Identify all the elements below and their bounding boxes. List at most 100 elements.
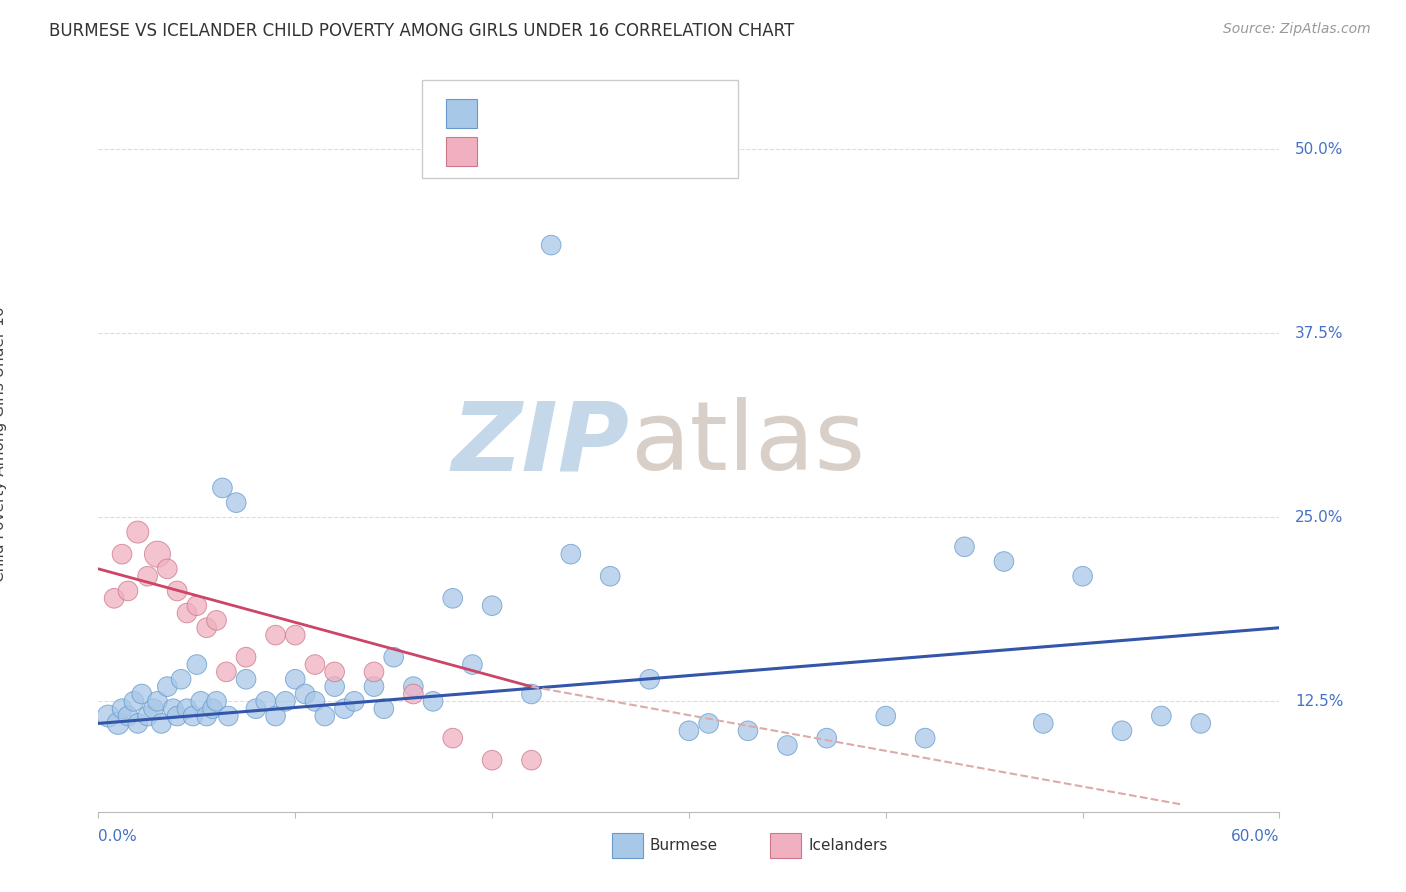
Text: BURMESE VS ICELANDER CHILD POVERTY AMONG GIRLS UNDER 16 CORRELATION CHART: BURMESE VS ICELANDER CHILD POVERTY AMONG…	[49, 22, 794, 40]
Text: ZIP: ZIP	[451, 397, 630, 491]
Point	[599, 569, 621, 583]
Point	[122, 694, 145, 708]
Point	[205, 614, 228, 628]
Text: Icelanders: Icelanders	[808, 838, 887, 853]
Text: Child Poverty Among Girls Under 16: Child Poverty Among Girls Under 16	[0, 306, 7, 582]
Point	[678, 723, 700, 738]
Text: 23: 23	[630, 145, 651, 159]
Point	[1071, 569, 1094, 583]
Text: 12.5%: 12.5%	[1295, 694, 1344, 709]
Text: Burmese: Burmese	[650, 838, 717, 853]
Point	[540, 238, 562, 252]
Text: R =: R =	[485, 145, 519, 159]
Point	[1111, 723, 1133, 738]
Point	[363, 665, 385, 679]
Point	[136, 709, 159, 723]
Point	[245, 701, 267, 715]
Point	[142, 701, 165, 715]
Point	[97, 709, 120, 723]
Point	[304, 694, 326, 708]
Point	[1189, 716, 1212, 731]
Point	[186, 599, 208, 613]
Point	[284, 673, 307, 687]
Point	[638, 673, 661, 687]
Point	[993, 554, 1015, 569]
Point	[211, 481, 233, 495]
Point	[146, 547, 169, 561]
Point	[481, 599, 503, 613]
Point	[166, 709, 188, 723]
Point	[776, 739, 799, 753]
Point	[815, 731, 838, 746]
Point	[323, 680, 346, 694]
Text: atlas: atlas	[630, 397, 865, 491]
Point	[156, 680, 179, 694]
Point	[156, 562, 179, 576]
Point	[195, 621, 218, 635]
Point	[127, 716, 149, 731]
Point	[181, 709, 204, 723]
Point	[111, 547, 134, 561]
Point	[294, 687, 316, 701]
Point	[560, 547, 582, 561]
Point	[402, 680, 425, 694]
Text: R =: R =	[485, 106, 523, 120]
Point	[136, 569, 159, 583]
Point	[103, 591, 125, 606]
Point	[373, 701, 395, 715]
Point	[481, 753, 503, 767]
Point	[520, 753, 543, 767]
Point	[254, 694, 277, 708]
Point	[1150, 709, 1173, 723]
Point	[117, 709, 139, 723]
Point	[402, 687, 425, 701]
Point	[284, 628, 307, 642]
Point	[235, 650, 257, 665]
Point	[146, 694, 169, 708]
Text: 37.5%: 37.5%	[1295, 326, 1344, 341]
Point	[520, 687, 543, 701]
Point	[264, 709, 287, 723]
Text: 0.0%: 0.0%	[98, 830, 138, 845]
Point	[304, 657, 326, 672]
Point	[323, 665, 346, 679]
Point	[875, 709, 897, 723]
Text: 60.0%: 60.0%	[1232, 830, 1279, 845]
Text: -0.234: -0.234	[524, 145, 579, 159]
Point	[235, 673, 257, 687]
Point	[176, 701, 198, 715]
Point	[737, 723, 759, 738]
Text: 25.0%: 25.0%	[1295, 510, 1344, 524]
Point	[461, 657, 484, 672]
Point	[186, 657, 208, 672]
Point	[343, 694, 366, 708]
Point	[441, 591, 464, 606]
Text: 0.126: 0.126	[531, 106, 579, 120]
Point	[1032, 716, 1054, 731]
Point	[162, 701, 184, 715]
Point	[190, 694, 212, 708]
Point	[333, 701, 356, 715]
Point	[117, 584, 139, 599]
Point	[697, 716, 720, 731]
Point	[225, 496, 247, 510]
Point	[107, 716, 129, 731]
Point	[914, 731, 936, 746]
Point	[195, 709, 218, 723]
Point	[201, 701, 224, 715]
Point	[382, 650, 405, 665]
Point	[166, 584, 188, 599]
Point	[217, 709, 239, 723]
Point	[127, 524, 149, 539]
Point	[111, 701, 134, 715]
Point	[441, 731, 464, 746]
Text: N =: N =	[581, 106, 624, 120]
Point	[150, 716, 173, 731]
Point	[274, 694, 297, 708]
Text: Source: ZipAtlas.com: Source: ZipAtlas.com	[1223, 22, 1371, 37]
Point	[422, 694, 444, 708]
Point	[264, 628, 287, 642]
Text: 64: 64	[630, 106, 651, 120]
Point	[363, 680, 385, 694]
Point	[314, 709, 336, 723]
